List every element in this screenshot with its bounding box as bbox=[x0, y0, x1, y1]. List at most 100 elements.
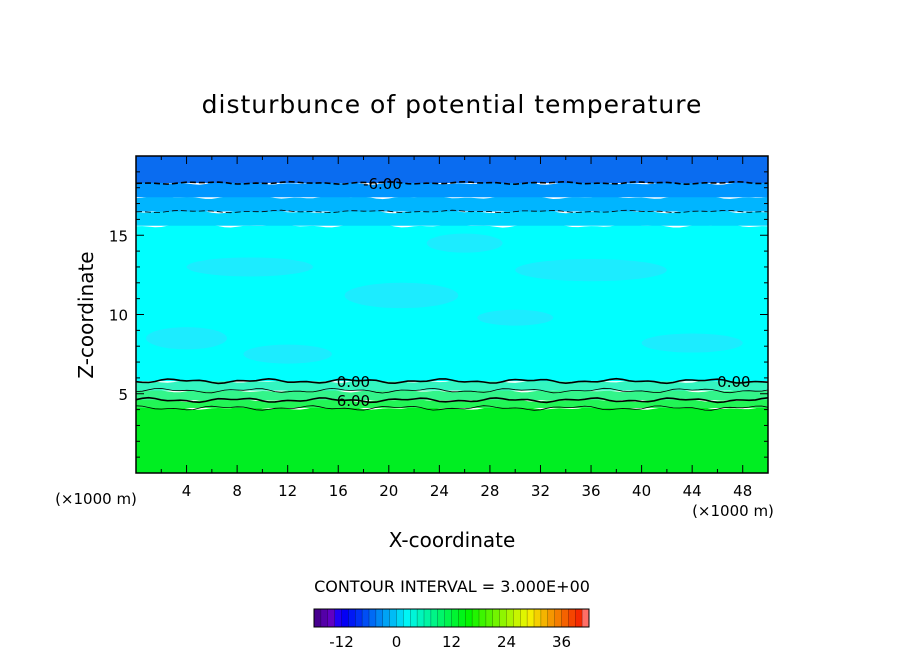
field-layer bbox=[136, 406, 768, 473]
field-anomaly bbox=[146, 327, 228, 350]
y-unit-label: (×1000 m) bbox=[55, 490, 137, 508]
colorbar-cell bbox=[582, 609, 590, 627]
field-layer bbox=[136, 181, 768, 198]
colorbar-cell bbox=[520, 609, 528, 627]
field-anomaly bbox=[477, 309, 554, 326]
contour-line bbox=[135, 387, 769, 394]
colorbar-cell bbox=[527, 609, 535, 627]
colorbar-cell bbox=[369, 609, 377, 627]
chart-title: disturbunce of potential temperature bbox=[202, 90, 703, 119]
colorbar-cell bbox=[506, 609, 514, 627]
field-anomaly bbox=[186, 257, 313, 277]
x-tick-label: 32 bbox=[531, 482, 550, 500]
colorbar-cell bbox=[485, 609, 494, 627]
y-tick-label: 10 bbox=[109, 307, 128, 325]
colorbar-cell bbox=[375, 609, 384, 627]
colorbar-cell bbox=[513, 609, 521, 627]
colorbar-ticks: -12 0 12 24 36 bbox=[329, 633, 571, 651]
x-tick-label: 20 bbox=[379, 482, 398, 500]
colorbar-cell bbox=[410, 609, 418, 627]
x-tick-label: 4 bbox=[182, 482, 192, 500]
x-tick-label: 24 bbox=[430, 482, 449, 500]
colorbar-cell bbox=[540, 609, 549, 627]
field-layer bbox=[136, 156, 768, 183]
colorbar-cell bbox=[382, 609, 390, 627]
contour-line bbox=[135, 405, 769, 411]
x-tick-label: 36 bbox=[581, 482, 600, 500]
colorbar-cell bbox=[547, 609, 555, 627]
field-anomaly bbox=[515, 259, 667, 282]
field-layer bbox=[136, 195, 768, 212]
x-tick-label: 8 bbox=[232, 482, 242, 500]
colorbar-cell bbox=[458, 609, 466, 627]
x-axis-ticks: 4 8 12 16 20 24 28 32 36 40 44 48 bbox=[160, 156, 752, 500]
colorbar-cell bbox=[444, 609, 452, 627]
colorbar-cell bbox=[575, 609, 583, 627]
colorbar-tick-label: 0 bbox=[392, 633, 402, 651]
x-tick-label: 40 bbox=[632, 482, 651, 500]
contour-label: -6.00 bbox=[363, 175, 402, 193]
colorbar-cell bbox=[417, 609, 425, 627]
colorbar-cell bbox=[341, 609, 349, 627]
field-anomalies bbox=[146, 233, 743, 364]
colorbar-cell bbox=[320, 609, 329, 627]
x-unit-label: (×1000 m) bbox=[692, 502, 774, 520]
y-axis-ticks: 5 10 15 bbox=[109, 171, 768, 458]
colorbar-cell bbox=[424, 609, 432, 627]
field-anomaly bbox=[344, 282, 459, 309]
contour-line bbox=[135, 396, 769, 404]
contour-labels: -6.000.00 0.006.00 bbox=[337, 175, 751, 410]
colorbar-cell bbox=[403, 609, 411, 627]
x-tick-label: 44 bbox=[683, 482, 702, 500]
colorbar-cell bbox=[561, 609, 569, 627]
y-axis-label: Z-coordinate bbox=[74, 251, 98, 378]
field-layers bbox=[136, 156, 768, 473]
x-axis-label: X-coordinate bbox=[389, 528, 516, 552]
field-anomaly bbox=[243, 344, 332, 364]
colorbar-cell bbox=[334, 609, 342, 627]
y-tick-label: 5 bbox=[118, 386, 128, 404]
contour-label: 0.00 bbox=[337, 373, 370, 391]
colorbar-tick-label: 36 bbox=[552, 633, 571, 651]
field-layer bbox=[136, 388, 768, 401]
colorbar-cell bbox=[568, 609, 576, 627]
contour-line bbox=[135, 377, 769, 385]
field-anomaly bbox=[641, 333, 743, 353]
colorbar-cell bbox=[348, 609, 356, 627]
colorbar-frame bbox=[313, 608, 590, 628]
colorbar-cell bbox=[396, 609, 404, 627]
x-tick-label: 48 bbox=[733, 482, 752, 500]
colorbar-cell bbox=[314, 609, 322, 627]
colorbar-cell bbox=[362, 609, 370, 627]
contour-label: 0.00 bbox=[717, 373, 750, 391]
y-tick-label: 15 bbox=[109, 227, 128, 245]
field-anomaly bbox=[426, 233, 503, 253]
colorbar-cell bbox=[327, 609, 335, 627]
colorbar-cell bbox=[554, 609, 562, 627]
field-layer bbox=[136, 209, 768, 226]
colorbar-cell bbox=[534, 609, 542, 627]
colorbar-cell bbox=[451, 609, 459, 627]
contour-lines bbox=[135, 180, 769, 411]
plot-area: -6.000.00 0.006.00 4 8 12 16 20 24 28 32 36 40 44 48… bbox=[109, 155, 769, 500]
colorbar-cell bbox=[465, 609, 473, 627]
colorbar-tick-label: 12 bbox=[442, 633, 461, 651]
contour-label: 6.00 bbox=[337, 392, 370, 410]
colorbar-cell bbox=[355, 609, 363, 627]
colorbar-cell bbox=[492, 609, 500, 627]
colorbar-cell bbox=[430, 609, 439, 627]
colorbar-tick-label: 24 bbox=[497, 633, 516, 651]
contour-line bbox=[135, 209, 769, 214]
x-tick-label: 12 bbox=[278, 482, 297, 500]
colorbar-cell bbox=[499, 609, 507, 627]
colorbar-cell bbox=[472, 609, 480, 627]
colorbar-cell bbox=[437, 609, 445, 627]
contour-line bbox=[135, 180, 769, 186]
x-tick-label: 16 bbox=[329, 482, 348, 500]
x-tick-label: 28 bbox=[480, 482, 499, 500]
colorbar-cell bbox=[389, 609, 397, 627]
contour-interval-text: CONTOUR INTERVAL = 3.000E+00 bbox=[314, 577, 590, 596]
colorbar: -12 0 12 24 36 bbox=[313, 608, 590, 651]
colorbar-cell bbox=[479, 609, 487, 627]
